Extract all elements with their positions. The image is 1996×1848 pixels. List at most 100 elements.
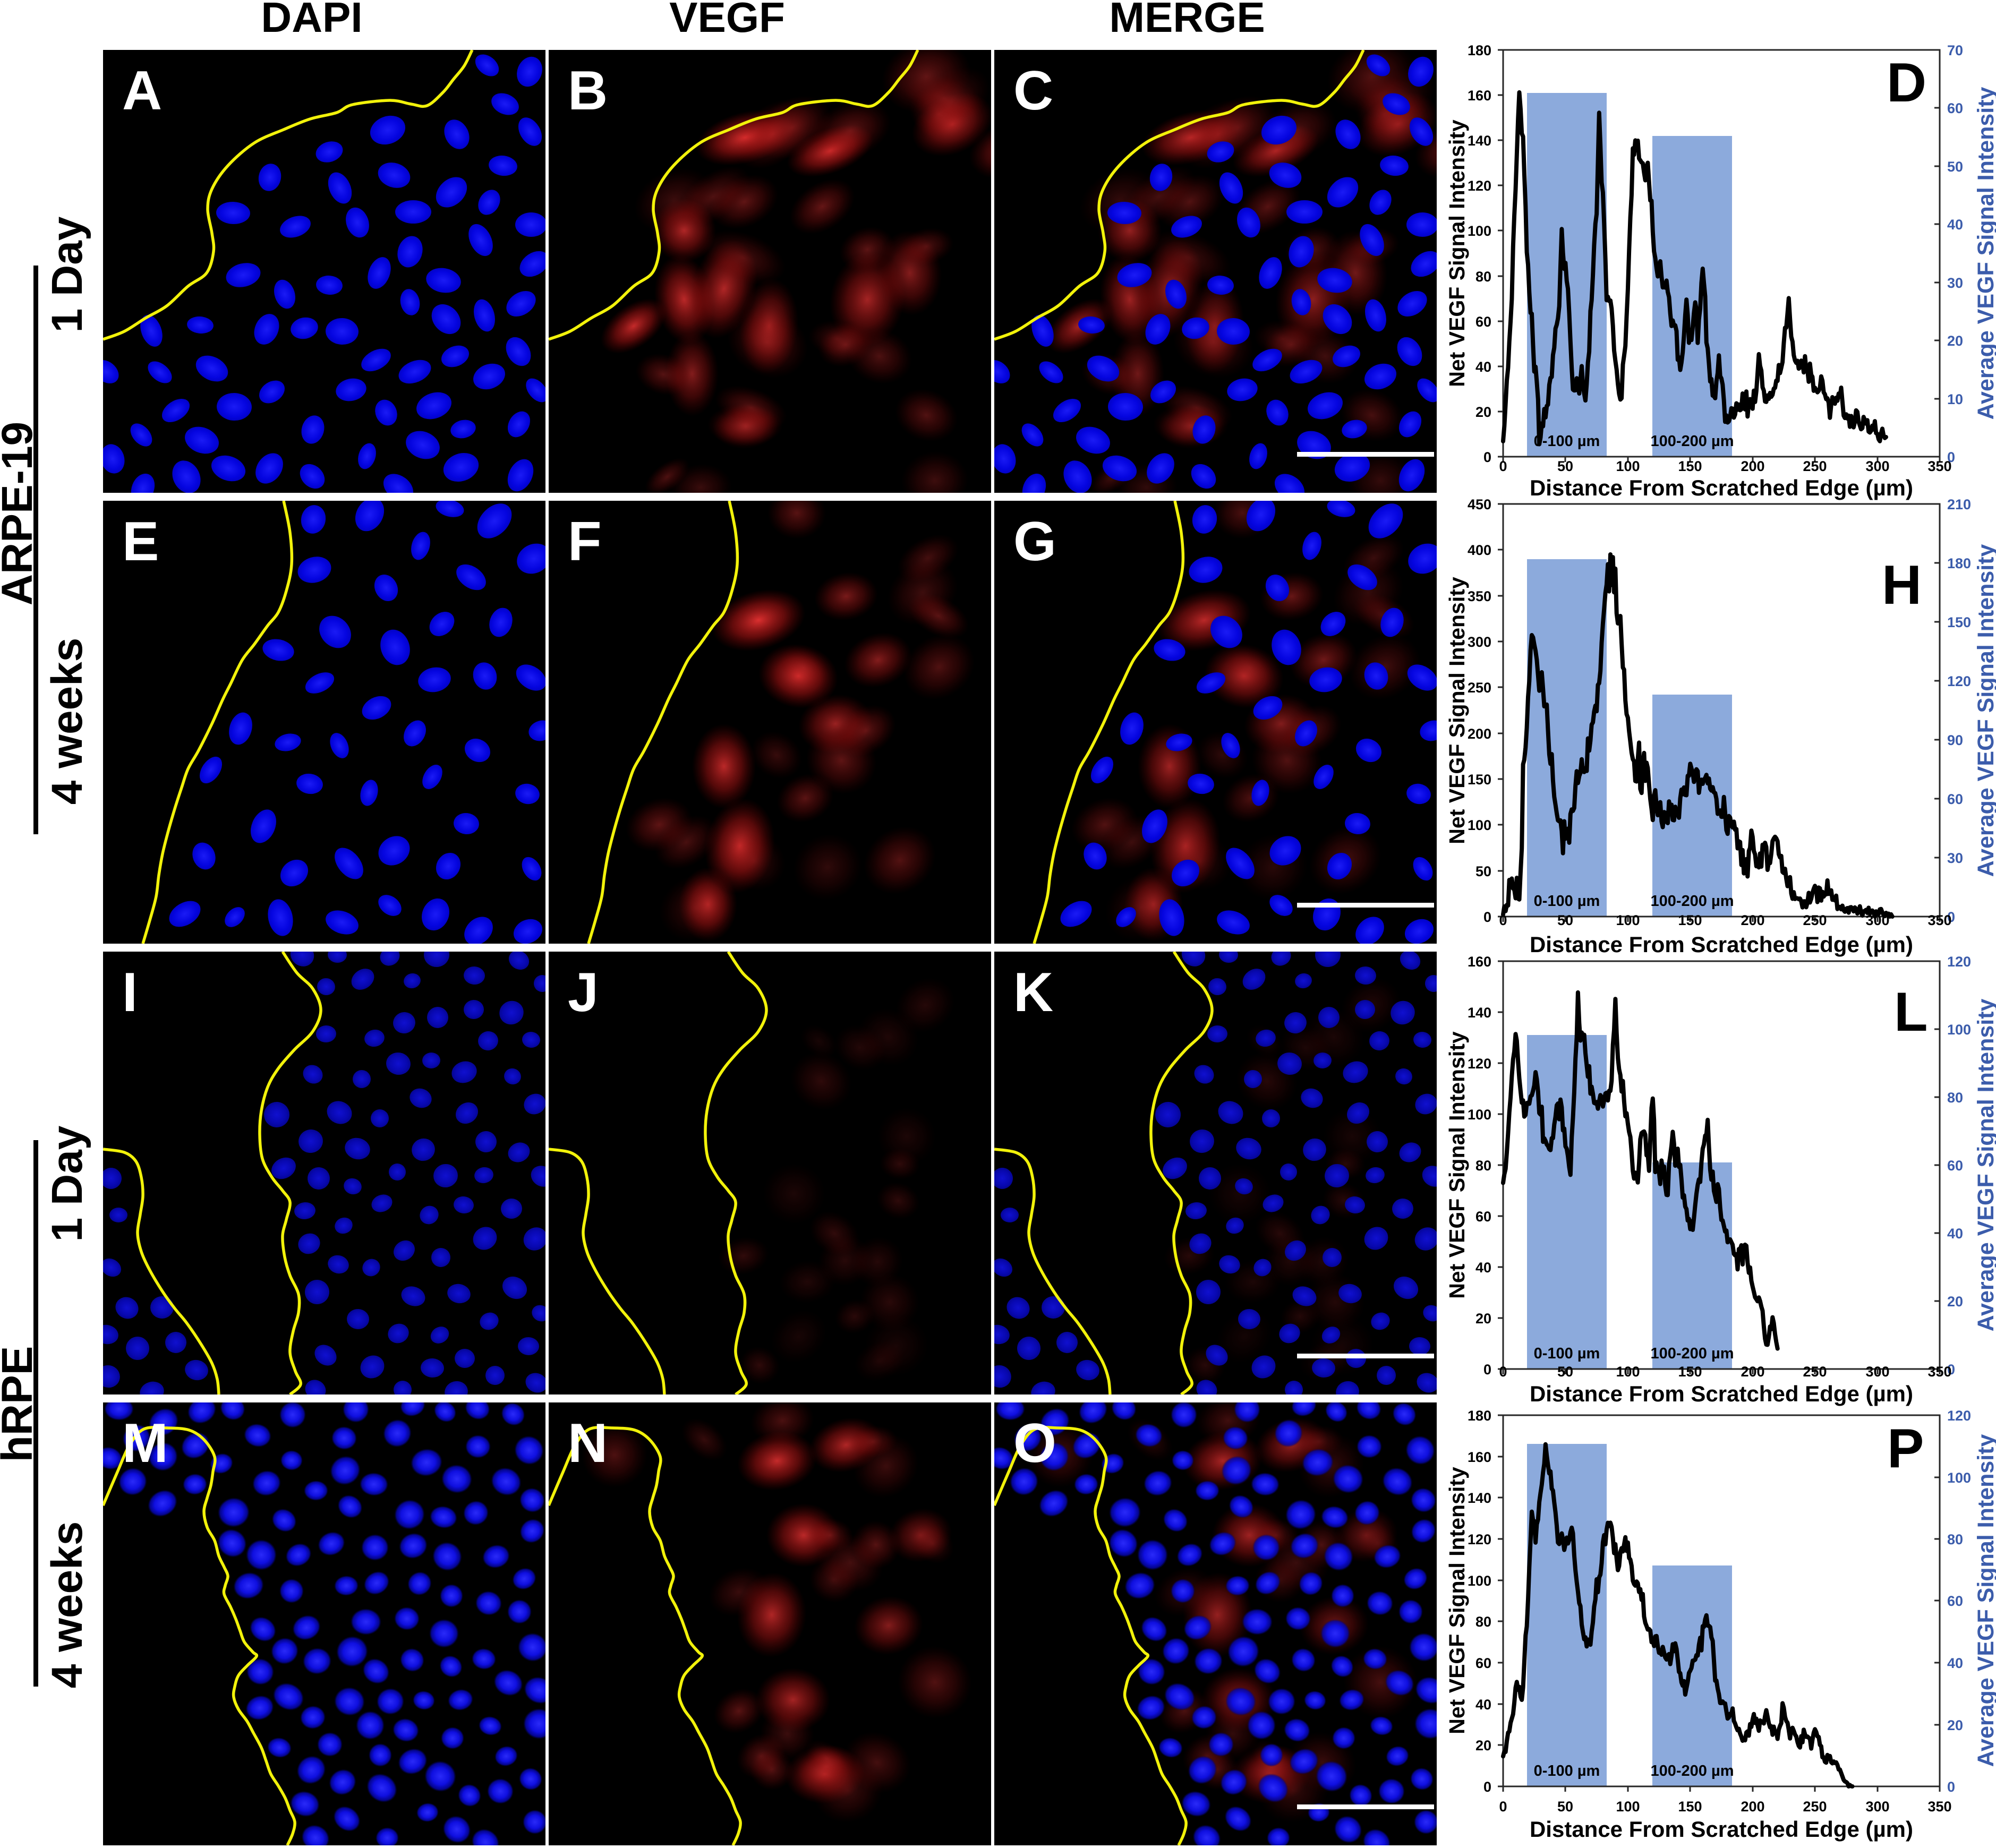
svg-text:D: D [1887,52,1926,114]
svg-text:50: 50 [1947,159,1963,175]
svg-text:100: 100 [1947,1022,1971,1038]
svg-text:Net VEGF Signal Intensity: Net VEGF Signal Intensity [1445,1031,1469,1299]
svg-text:100: 100 [1468,1573,1491,1589]
svg-text:140: 140 [1468,1005,1491,1021]
svg-text:100: 100 [1468,817,1491,833]
svg-text:50: 50 [1475,863,1491,879]
svg-text:140: 140 [1468,1490,1491,1506]
svg-text:Distance From Scratched Edge (: Distance From Scratched Edge (µm) [1530,475,1913,500]
svg-text:80: 80 [1947,1532,1963,1547]
svg-text:60: 60 [1947,1158,1963,1174]
svg-text:20: 20 [1475,404,1491,420]
svg-text:50: 50 [1557,1799,1573,1815]
svg-text:150: 150 [1678,912,1702,928]
svg-text:100: 100 [1616,912,1640,928]
svg-text:120: 120 [1468,178,1491,194]
svg-text:K: K [1013,962,1053,1023]
svg-text:20: 20 [1475,1738,1491,1753]
svg-text:80: 80 [1475,269,1491,285]
svg-text:Distance From Scratched Edge (: Distance From Scratched Edge (µm) [1530,1817,1913,1842]
svg-text:350: 350 [1927,1364,1951,1380]
svg-text:50: 50 [1557,912,1573,928]
svg-text:60: 60 [1947,100,1963,116]
svg-text:G: G [1013,511,1056,572]
svg-text:80: 80 [1475,1158,1491,1174]
svg-text:150: 150 [1468,772,1491,788]
svg-text:100-200 µm: 100-200 µm [1651,433,1734,450]
svg-text:4 weeks: 4 weeks [43,638,91,805]
svg-text:F: F [568,511,602,572]
svg-text:200: 200 [1468,726,1491,742]
svg-text:0: 0 [1499,458,1507,474]
svg-text:350: 350 [1927,1799,1951,1815]
svg-text:N: N [568,1413,608,1474]
svg-text:250: 250 [1468,680,1491,696]
svg-text:Average VEGF Signal Intensity: Average VEGF Signal Intensity [1973,998,1996,1331]
svg-text:P: P [1887,1418,1924,1479]
svg-text:40: 40 [1947,1655,1963,1671]
svg-text:300: 300 [1468,634,1491,650]
svg-text:0: 0 [1499,912,1507,928]
svg-text:10: 10 [1947,391,1963,407]
svg-text:0: 0 [1483,1779,1491,1795]
svg-text:160: 160 [1468,954,1491,970]
svg-text:100: 100 [1947,1470,1971,1486]
svg-text:60: 60 [1475,1209,1491,1225]
svg-text:40: 40 [1947,217,1963,233]
svg-text:160: 160 [1468,1449,1491,1465]
svg-text:0: 0 [1499,1364,1507,1380]
svg-text:0: 0 [1947,1362,1955,1378]
svg-text:DAPI: DAPI [261,0,362,41]
svg-text:4 weeks: 4 weeks [43,1521,91,1689]
svg-text:200: 200 [1741,912,1764,928]
svg-text:250: 250 [1803,458,1827,474]
svg-text:180: 180 [1947,555,1971,571]
svg-text:100: 100 [1468,1107,1491,1123]
svg-text:30: 30 [1947,275,1963,291]
svg-text:100: 100 [1616,1799,1640,1815]
svg-text:400: 400 [1468,542,1491,558]
svg-text:100: 100 [1468,223,1491,239]
svg-text:Net VEGF Signal Intensity: Net VEGF Signal Intensity [1445,577,1469,844]
svg-text:60: 60 [1947,791,1963,807]
svg-text:120: 120 [1947,954,1971,970]
svg-text:300: 300 [1865,1364,1889,1380]
svg-text:Average VEGF Signal Intensity: Average VEGF Signal Intensity [1973,544,1996,877]
svg-text:200: 200 [1741,458,1764,474]
svg-text:40: 40 [1475,359,1491,375]
svg-text:20: 20 [1475,1311,1491,1327]
svg-text:Distance From Scratched Edge (: Distance From Scratched Edge (µm) [1530,932,1913,957]
svg-text:180: 180 [1468,42,1491,58]
svg-text:250: 250 [1803,1799,1827,1815]
svg-text:0-100 µm: 0-100 µm [1534,893,1600,910]
svg-text:0: 0 [1483,449,1491,465]
svg-text:450: 450 [1468,497,1491,512]
svg-text:150: 150 [1678,1799,1702,1815]
svg-text:VEGF: VEGF [669,0,785,41]
svg-text:50: 50 [1557,1364,1573,1380]
svg-text:0: 0 [1483,909,1491,925]
svg-text:80: 80 [1947,1090,1963,1106]
svg-text:20: 20 [1947,1717,1963,1733]
svg-text:120: 120 [1468,1056,1491,1072]
svg-text:350: 350 [1927,912,1951,928]
svg-text:Average VEGF Signal Intensity: Average VEGF Signal Intensity [1973,1434,1996,1767]
svg-text:120: 120 [1947,673,1971,689]
svg-text:I: I [122,962,138,1023]
svg-text:50: 50 [1557,458,1573,474]
svg-text:210: 210 [1947,497,1971,512]
svg-text:0: 0 [1483,1362,1491,1378]
svg-text:100-200 µm: 100-200 µm [1651,1345,1734,1362]
svg-text:60: 60 [1947,1593,1963,1609]
svg-text:200: 200 [1741,1364,1764,1380]
svg-text:350: 350 [1468,588,1491,604]
svg-text:Distance From Scratched Edge (: Distance From Scratched Edge (µm) [1530,1381,1913,1406]
svg-text:90: 90 [1947,732,1963,748]
svg-text:350: 350 [1927,458,1951,474]
svg-text:100-200 µm: 100-200 µm [1651,1763,1734,1779]
svg-text:Net VEGF Signal Intensity: Net VEGF Signal Intensity [1445,1467,1469,1734]
svg-text:150: 150 [1947,614,1971,630]
svg-text:H: H [1882,554,1922,616]
svg-text:300: 300 [1865,1799,1889,1815]
svg-text:C: C [1013,60,1053,122]
